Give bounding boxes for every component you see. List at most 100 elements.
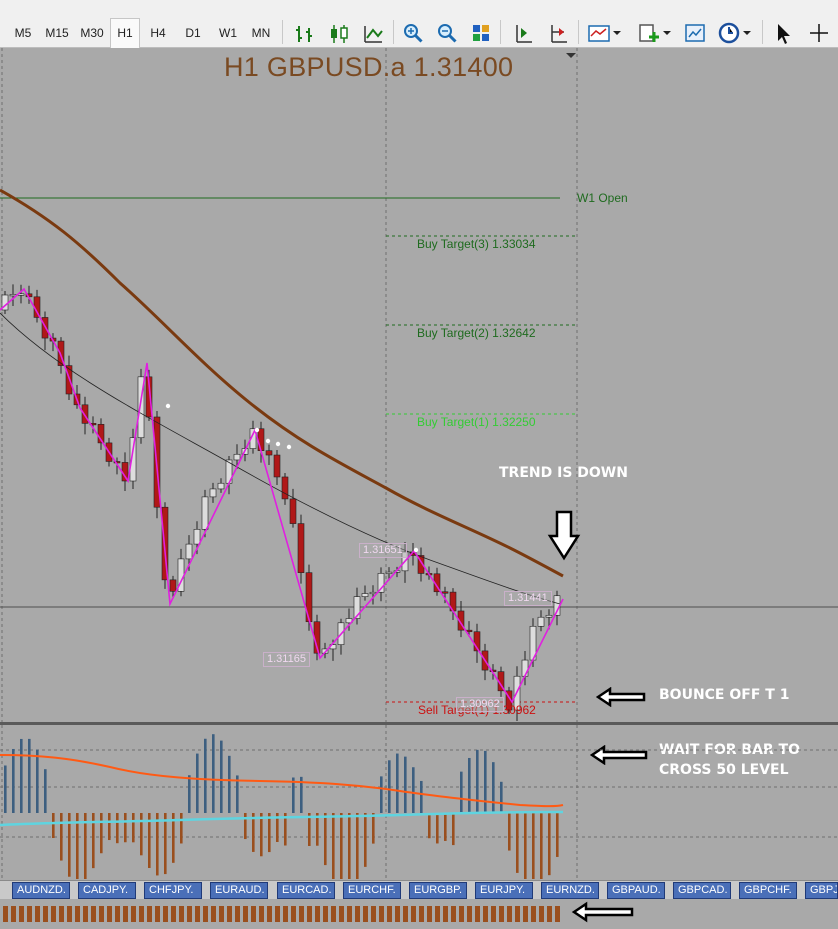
- tab-chfjpy[interactable]: CHFJPY.: [144, 882, 202, 899]
- timeframe-mn[interactable]: MN: [251, 26, 271, 40]
- strip-bar: [75, 906, 80, 922]
- strip-bar: [267, 906, 272, 922]
- indicators-icon[interactable]: [584, 18, 614, 48]
- histogram-bar-up: [196, 753, 199, 813]
- histogram-bar-up: [476, 749, 479, 813]
- histogram-bar-down: [516, 813, 519, 873]
- timeframe-m15[interactable]: M15: [45, 26, 69, 40]
- bottom-price-label: 1.30962: [456, 697, 504, 712]
- tab-euraud[interactable]: EURAUD.: [210, 882, 268, 899]
- histogram-bar-up: [220, 740, 223, 813]
- tab-audnzd[interactable]: AUDNZD.: [12, 882, 70, 899]
- histogram-bar-down: [164, 813, 167, 875]
- strip-bar: [371, 906, 376, 922]
- chart-toolbar: M5 M15 M30 H1 H4 D1 W1 MN: [0, 0, 838, 48]
- bullish-candle: [377, 573, 385, 593]
- indicator-window[interactable]: [0, 725, 838, 880]
- histogram-bar-down: [348, 813, 351, 879]
- tab-eurcad[interactable]: EURCAD.: [277, 882, 335, 899]
- timeframe-d1[interactable]: D1: [185, 26, 201, 40]
- strip-bars: [3, 906, 560, 922]
- tab-gbpchf[interactable]: GBPCHF.: [739, 882, 797, 899]
- timeframe-m30[interactable]: M30: [80, 26, 104, 40]
- timeframe-h1[interactable]: H1: [110, 18, 140, 48]
- strip-bar: [339, 906, 344, 922]
- strip-bar: [379, 906, 384, 922]
- strip-bar: [67, 906, 72, 922]
- strip-bar: [347, 906, 352, 922]
- autoscroll-icon[interactable]: [543, 18, 573, 48]
- crosshair-icon[interactable]: [804, 18, 834, 48]
- new-order-icon[interactable]: [634, 18, 664, 48]
- strip-bar: [11, 906, 16, 922]
- toolbar-separator: [578, 20, 579, 44]
- histogram-bar-up: [292, 777, 295, 813]
- strip-bar: [51, 906, 56, 922]
- strip-bar: [243, 906, 248, 922]
- strip-bar: [3, 906, 8, 922]
- strip-bar: [179, 906, 184, 922]
- histogram-bar-up: [468, 757, 471, 813]
- zoom-out-icon[interactable]: [432, 18, 462, 48]
- histogram-bar-down: [244, 813, 247, 840]
- strip-bar: [83, 906, 88, 922]
- toolbar-separator: [282, 20, 283, 44]
- strip-bar: [539, 906, 544, 922]
- histogram-bar-down: [324, 813, 327, 866]
- histogram-bar-down: [108, 813, 111, 841]
- bar-chart-icon[interactable]: [290, 18, 320, 48]
- strip-bar: [43, 906, 48, 922]
- histogram-bar-up: [460, 771, 463, 813]
- tab-eurnzd[interactable]: EURNZD.: [541, 882, 599, 899]
- strip-bar: [411, 906, 416, 922]
- histogram-bar-down: [100, 813, 103, 854]
- chevron-down-icon[interactable]: [610, 18, 624, 48]
- histogram-bar-up: [4, 765, 7, 813]
- strip-bar: [155, 906, 160, 922]
- chevron-down-icon[interactable]: [740, 18, 754, 48]
- bearish-candle: [265, 450, 273, 456]
- timeframe-m5[interactable]: M5: [14, 26, 32, 40]
- candlestick-chart-icon[interactable]: [324, 18, 354, 48]
- zoom-in-icon[interactable]: [398, 18, 428, 48]
- strip-bar: [91, 906, 96, 922]
- histogram-bar-down: [52, 813, 55, 839]
- tab-cadjpy[interactable]: CADJPY.: [78, 882, 136, 899]
- bottom-indicator-strip: [0, 899, 838, 929]
- chart-shift-icon[interactable]: [508, 18, 538, 48]
- strip-bar: [251, 906, 256, 922]
- timeframe-h4[interactable]: H4: [150, 26, 166, 40]
- histogram-bar-up: [12, 748, 15, 813]
- line-chart-icon[interactable]: [358, 18, 388, 48]
- strip-bar: [331, 906, 336, 922]
- tab-gbpcad[interactable]: GBPCAD.: [673, 882, 731, 899]
- histogram-bar-down: [156, 813, 159, 876]
- buy-target-2-label: Buy Target(2) 1.32642: [417, 326, 536, 340]
- tab-gbpaud[interactable]: GBPAUD.: [607, 882, 665, 899]
- bearish-candle: [273, 454, 281, 478]
- price-chart[interactable]: [0, 48, 838, 724]
- bounce-annotation: BOUNCE OFF T 1: [659, 687, 790, 703]
- histogram-bar-up: [500, 781, 503, 813]
- cursor-arrow-icon[interactable]: [768, 18, 798, 48]
- histogram-bar-down: [452, 813, 455, 846]
- templates-icon[interactable]: [680, 18, 710, 48]
- histogram-bar-down: [92, 813, 95, 869]
- tab-eurchf[interactable]: EURCHF.: [343, 882, 401, 899]
- histogram-bar-up: [36, 749, 39, 813]
- tab-eurjpy[interactable]: EURJPY.: [475, 882, 533, 899]
- panel-separator[interactable]: [0, 722, 838, 725]
- strip-bar: [491, 906, 496, 922]
- histogram-bar-down: [308, 813, 311, 846]
- histogram-bar-up: [388, 760, 391, 813]
- strip-bar: [363, 906, 368, 922]
- toolbar-separator: [393, 20, 394, 44]
- tab-eurgbp[interactable]: EURGBP.: [409, 882, 467, 899]
- bullish-candle: [193, 528, 201, 545]
- histogram-bar-up: [204, 738, 207, 813]
- timeframe-w1[interactable]: W1: [219, 26, 237, 40]
- periods-clock-icon[interactable]: [714, 18, 744, 48]
- tile-windows-icon[interactable]: [466, 18, 496, 48]
- chevron-down-icon[interactable]: [660, 18, 674, 48]
- tab-gbpjpy[interactable]: GBPJ: [805, 882, 838, 899]
